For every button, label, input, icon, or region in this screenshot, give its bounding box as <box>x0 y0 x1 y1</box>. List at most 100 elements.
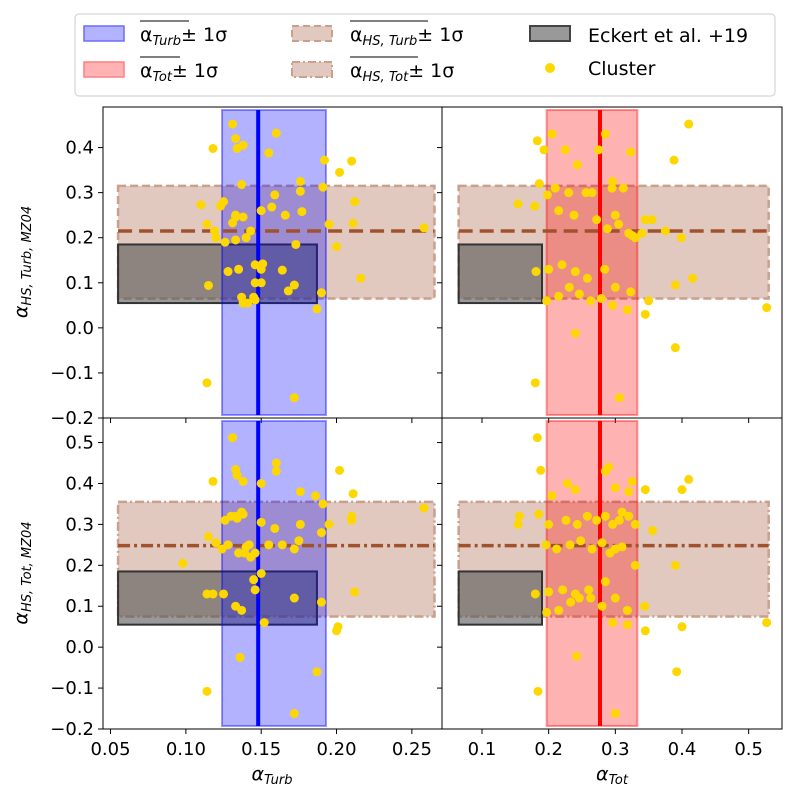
cluster-point <box>515 512 524 521</box>
cluster-point <box>219 589 228 598</box>
cluster-point <box>615 516 624 525</box>
cluster-point <box>631 233 640 242</box>
cluster-point <box>204 532 213 541</box>
cluster-point <box>260 618 269 627</box>
cluster-point <box>317 288 326 297</box>
cluster-point <box>540 145 549 154</box>
cluster-point <box>670 156 679 165</box>
cluster-point <box>601 577 610 586</box>
y-tick-label: 0.0 <box>65 318 94 339</box>
cluster-point <box>221 238 230 247</box>
legend-swatch-turb <box>84 26 124 41</box>
cluster-point <box>558 585 567 594</box>
cluster-point <box>677 233 686 242</box>
cluster-point <box>586 594 595 603</box>
cluster-point <box>608 618 617 627</box>
legend-marker-cluster <box>545 63 555 73</box>
cluster-point <box>762 618 771 627</box>
panels: −0.2−0.10.00.10.20.30.40.05 0.10 0.15 0.20 0… <box>50 107 782 760</box>
cluster-point <box>688 274 697 283</box>
cluster-point <box>566 540 575 549</box>
cluster-point <box>290 281 299 290</box>
cluster-point <box>311 491 320 500</box>
y-tick-label: −0.1 <box>50 678 94 699</box>
legend-label-eckert: Eckert et al. +19 <box>588 25 748 47</box>
cluster-point <box>641 310 650 319</box>
cluster-point <box>350 587 359 596</box>
cluster-point <box>245 540 254 549</box>
cluster-point <box>572 652 581 661</box>
cluster-point <box>264 540 273 549</box>
cluster-point <box>290 544 299 553</box>
x-tick-label: 0.4 <box>668 739 697 760</box>
cluster-point <box>594 145 603 154</box>
cluster-point <box>204 281 213 290</box>
cluster-point <box>678 622 687 631</box>
cluster-point <box>548 491 557 500</box>
y-tick-label: 0.3 <box>65 183 94 204</box>
cluster-point <box>257 479 266 488</box>
cluster-point <box>533 136 542 145</box>
cluster-point <box>536 466 545 475</box>
y-tick-label: 0.2 <box>65 228 94 249</box>
cluster-point <box>257 569 266 578</box>
x-tick-label: 0.25 <box>392 739 432 760</box>
cluster-point <box>530 202 539 211</box>
cluster-point <box>564 188 573 197</box>
x-tick-label: 0.10 <box>166 739 206 760</box>
cluster-point <box>196 200 205 209</box>
cluster-point <box>272 129 281 138</box>
cluster-point <box>317 598 326 607</box>
y-tick-label: 0.1 <box>65 273 94 294</box>
cluster-point <box>264 148 273 157</box>
cluster-point <box>624 512 633 521</box>
cluster-point <box>641 626 650 635</box>
cluster-point <box>349 489 358 498</box>
cluster-point <box>565 283 574 292</box>
cluster-point <box>228 433 237 442</box>
cluster-point <box>356 274 365 283</box>
cluster-point <box>350 197 359 206</box>
cluster-point <box>257 265 266 274</box>
cluster-point <box>242 233 251 242</box>
cluster-point <box>296 520 305 529</box>
cluster-point <box>583 512 592 521</box>
cluster-point <box>678 485 687 494</box>
cluster-point <box>202 378 211 387</box>
x-tick-label: 0.3 <box>601 739 630 760</box>
cluster-point <box>231 235 240 244</box>
cluster-point <box>661 226 670 235</box>
panel-bottom-right: 0.1 0.2 0.3 0.4 0.5 <box>437 418 782 760</box>
cluster-point <box>631 561 640 570</box>
cluster-point <box>216 202 225 211</box>
cluster-point <box>601 512 610 521</box>
cluster-point <box>237 606 246 615</box>
panel-plot-area <box>118 421 434 726</box>
x-tick-label: 0.05 <box>90 739 130 760</box>
cluster-point <box>626 148 635 157</box>
cluster-point <box>619 184 628 193</box>
cluster-point <box>544 520 553 529</box>
figure: αTurb± 1σ αTot± 1σ αHS, Turb± 1σ αHS, To… <box>0 0 800 800</box>
cluster-point <box>544 587 553 596</box>
cluster-point <box>684 475 693 484</box>
cluster-point <box>603 224 612 233</box>
cluster-point <box>202 687 211 696</box>
cluster-point <box>542 296 551 305</box>
cluster-point <box>531 378 540 387</box>
cluster-point <box>562 516 571 525</box>
cluster-point <box>608 184 617 193</box>
cluster-point <box>611 594 620 603</box>
cluster-point <box>325 220 334 229</box>
cluster-point <box>583 274 592 283</box>
x-axis-label-turb: αTurb <box>251 763 292 788</box>
cluster-point <box>296 487 305 496</box>
y-tick-label: 0.4 <box>65 473 94 494</box>
cluster-point <box>586 296 595 305</box>
y-tick-label: 0.2 <box>65 555 94 576</box>
cluster-point <box>584 585 593 594</box>
cluster-point <box>239 477 248 486</box>
cluster-point <box>582 188 591 197</box>
cluster-point <box>212 233 221 242</box>
cluster-point <box>236 653 245 662</box>
